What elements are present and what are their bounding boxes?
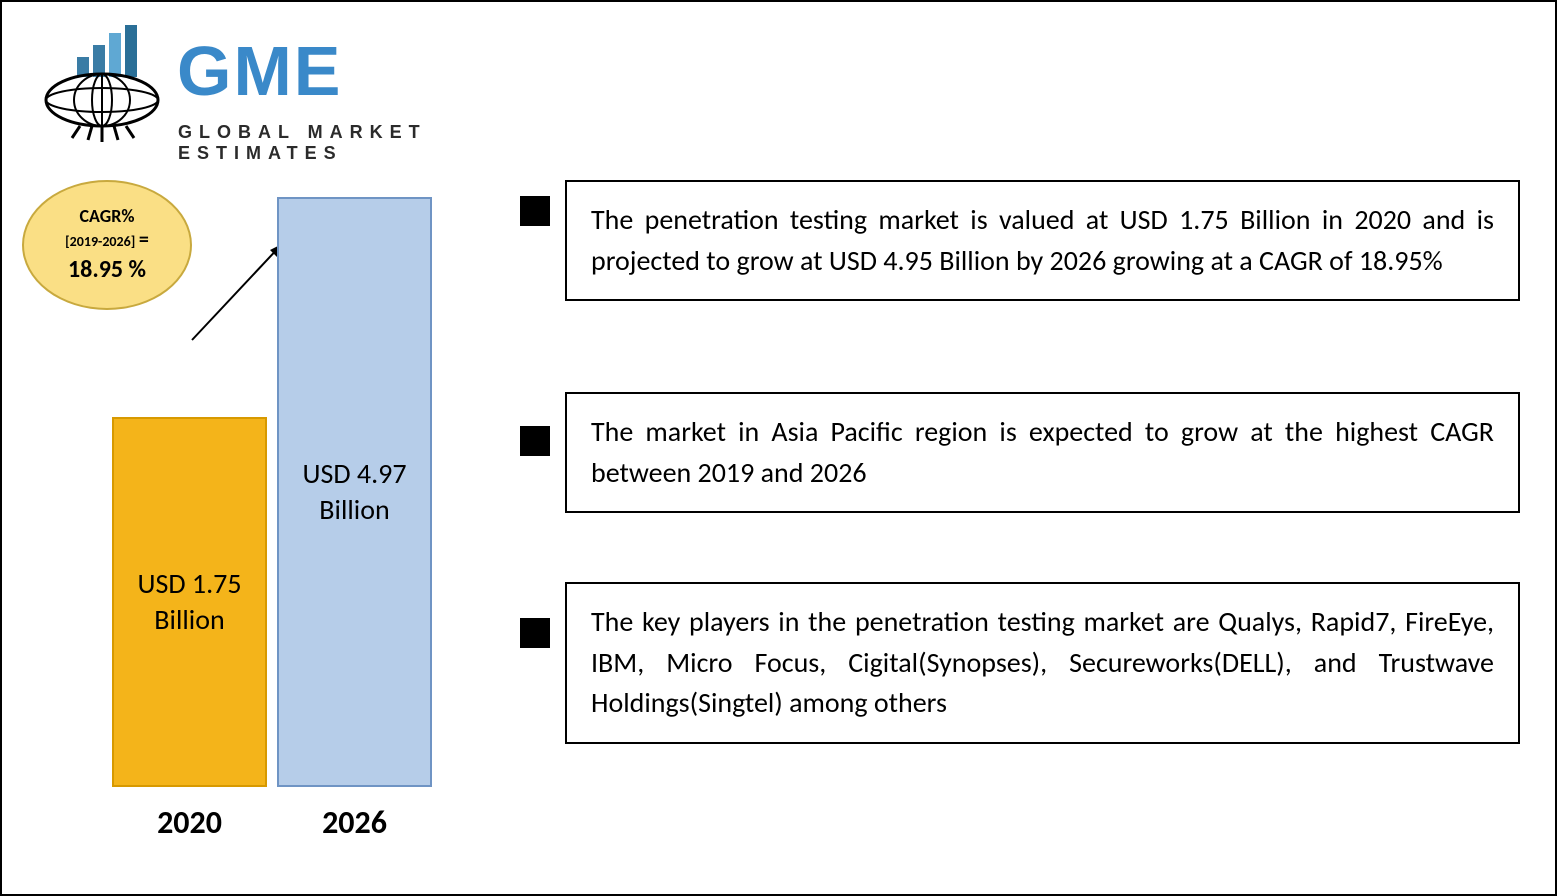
logo-bars-icon <box>77 25 137 77</box>
logo-subtitle: GLOBAL MARKET ESTIMATES <box>178 122 502 164</box>
bar-2026: USD 4.97 Billion <box>277 197 432 787</box>
logo-area: GME GLOBAL MARKET ESTIMATES <box>22 17 502 157</box>
bar-2026-label: USD 4.97 Billion <box>291 456 418 529</box>
bar-2020-label: USD 1.75 Billion <box>126 566 253 639</box>
bullet-square-icon <box>520 426 550 456</box>
insight-text-2: The market in Asia Pacific region is exp… <box>591 414 1494 490</box>
market-bar-chart: USD 1.75 Billion USD 4.97 Billion 2020 2… <box>112 192 492 842</box>
year-label-2020: 2020 <box>112 803 267 842</box>
bar-2020: USD 1.75 Billion <box>112 417 267 787</box>
logo-brand-text: GME <box>177 31 342 111</box>
insight-box-3: The key players in the penetration testi… <box>565 582 1520 744</box>
globe-icon <box>42 72 162 142</box>
logo-bar-3 <box>109 33 121 77</box>
insight-text-3: The key players in the penetration testi… <box>591 604 1494 720</box>
insight-box-2: The market in Asia Pacific region is exp… <box>565 392 1520 513</box>
year-label-2026: 2026 <box>277 803 432 842</box>
logo-bar-4 <box>125 25 137 77</box>
insight-text-1: The penetration testing market is valued… <box>591 202 1494 278</box>
bullet-square-icon <box>520 618 550 648</box>
insight-box-1: The penetration testing market is valued… <box>565 180 1520 301</box>
bullet-square-icon <box>520 196 550 226</box>
